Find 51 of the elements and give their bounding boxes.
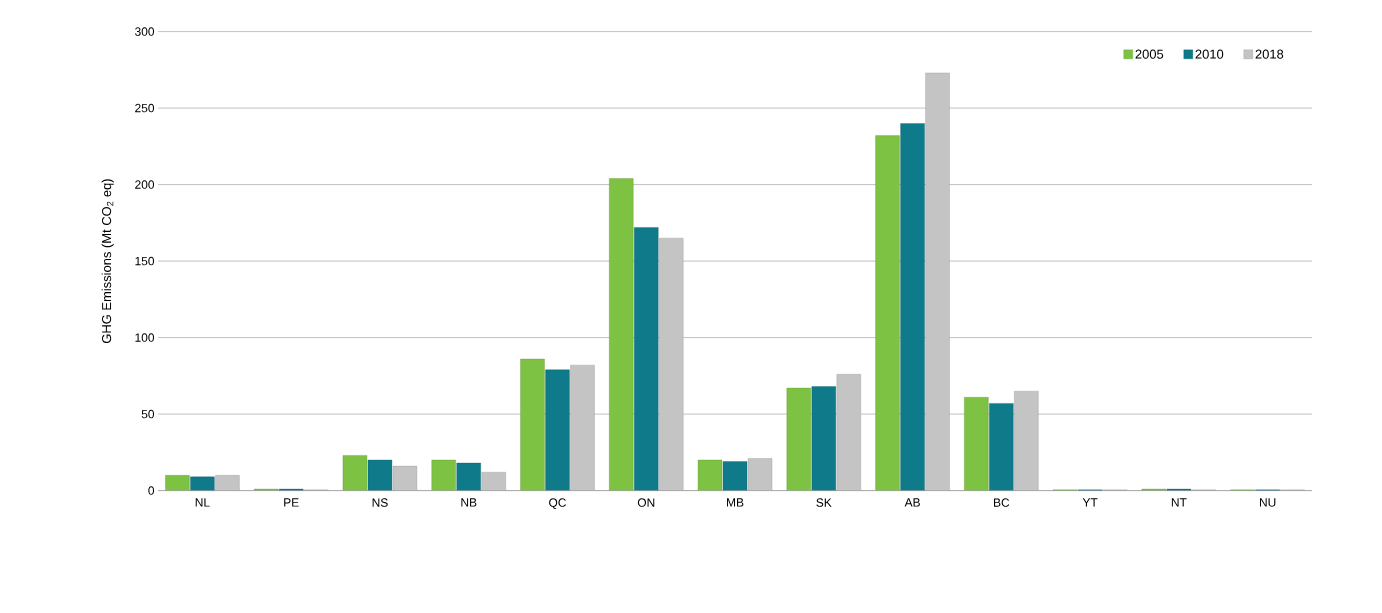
bar: [964, 397, 989, 491]
bar: [659, 237, 684, 491]
bar: [925, 72, 950, 491]
x-tick-label: NT: [1171, 498, 1187, 507]
bar: [431, 459, 456, 491]
bar: [456, 462, 481, 491]
bar: [392, 465, 418, 491]
bar: [190, 476, 215, 491]
y-tick-label: 100: [135, 333, 155, 342]
bar: [786, 387, 811, 491]
x-tick-label: QC: [549, 498, 566, 509]
x-tick-label: NB: [461, 498, 477, 507]
x-tick-label: MB: [727, 498, 744, 507]
y-tick-label: 250: [135, 103, 155, 113]
bar: [722, 461, 748, 491]
legend-label: 2018: [1255, 49, 1284, 59]
bar: [215, 475, 240, 491]
x-tick-label: NU: [1260, 498, 1276, 507]
bar: [570, 364, 595, 491]
bar: [989, 403, 1014, 491]
bar: [747, 458, 773, 491]
x-tick-label: NL: [195, 498, 210, 507]
x-tick-label: PE: [284, 498, 299, 507]
x-tick-label: AB: [904, 498, 920, 507]
bar: [811, 386, 836, 491]
x-tick-label: BC: [994, 498, 1010, 507]
x-tick-label: SK: [816, 498, 832, 507]
y-tick-label: 200: [135, 180, 155, 189]
bar: [367, 459, 393, 491]
bar: [634, 227, 659, 491]
bar: [481, 472, 506, 491]
x-tick-label: YT: [1082, 498, 1098, 507]
legend-label: 2005: [1135, 49, 1164, 59]
x-tick-label: ON: [637, 498, 655, 507]
x-tick-label: NS: [372, 498, 388, 507]
y-tick-label: 150: [135, 256, 155, 266]
y-tick-label: 300: [135, 27, 155, 36]
bar: [900, 123, 925, 491]
legend-label: 2010: [1195, 49, 1224, 59]
bar: [165, 475, 190, 491]
bar: [609, 178, 634, 491]
y-tick-label: 50: [141, 409, 155, 419]
bar: [1014, 390, 1039, 491]
bar: [545, 369, 570, 491]
y-axis-title: GHG Emissions (Mt CO$_{2}$ eq): [101, 179, 114, 344]
bar: [875, 135, 900, 491]
bar: [697, 459, 723, 491]
y-tick-label: 0: [148, 486, 155, 495]
bar: [342, 455, 368, 491]
bar: [836, 374, 861, 491]
bar: [520, 358, 545, 491]
